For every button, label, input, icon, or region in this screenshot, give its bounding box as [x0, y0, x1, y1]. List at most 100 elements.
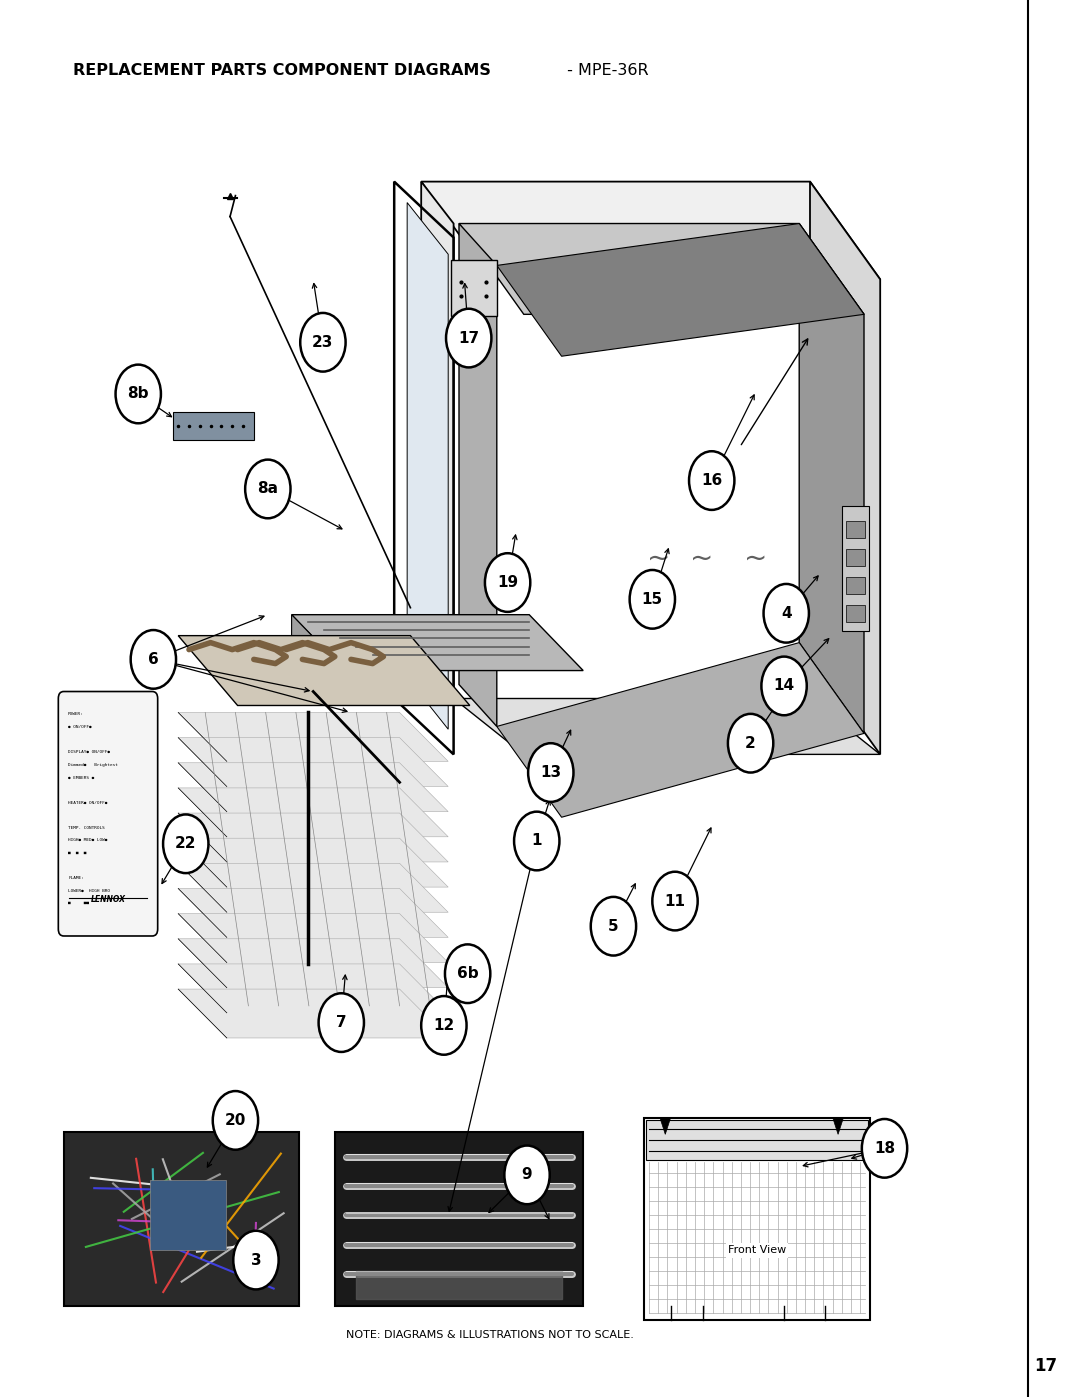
Polygon shape [799, 224, 864, 733]
Polygon shape [178, 738, 448, 787]
Circle shape [761, 657, 807, 715]
Text: 6b: 6b [457, 967, 478, 981]
Circle shape [116, 365, 161, 423]
Polygon shape [178, 989, 448, 1038]
Polygon shape [497, 643, 864, 817]
Polygon shape [178, 964, 448, 1013]
Circle shape [213, 1091, 258, 1150]
Circle shape [485, 553, 530, 612]
Circle shape [728, 714, 773, 773]
Text: 3: 3 [251, 1253, 261, 1267]
Text: 11: 11 [664, 894, 686, 908]
Text: HEATER● ON/OFF●: HEATER● ON/OFF● [68, 800, 107, 805]
Text: 15: 15 [642, 592, 663, 606]
Text: 8b: 8b [127, 387, 149, 401]
Polygon shape [178, 939, 448, 988]
Polygon shape [178, 763, 448, 812]
Polygon shape [421, 182, 454, 698]
Text: POWER:: POWER: [68, 712, 84, 717]
Circle shape [504, 1146, 550, 1204]
Bar [173, 412, 254, 440]
Polygon shape [459, 224, 864, 314]
Circle shape [764, 584, 809, 643]
Circle shape [630, 570, 675, 629]
Bar [335, 1132, 583, 1306]
Polygon shape [454, 698, 880, 754]
Polygon shape [833, 1118, 843, 1134]
Text: 8a: 8a [257, 482, 279, 496]
Text: 17: 17 [1034, 1356, 1057, 1375]
Bar [846, 549, 865, 566]
Circle shape [233, 1231, 279, 1289]
Text: ~: ~ [647, 545, 671, 573]
Text: ● ON/OFF●: ● ON/OFF● [68, 725, 92, 729]
Text: 13: 13 [540, 766, 562, 780]
Polygon shape [178, 636, 470, 705]
Circle shape [245, 460, 291, 518]
Bar [846, 521, 865, 538]
Text: 5: 5 [608, 919, 619, 933]
Text: 20: 20 [225, 1113, 246, 1127]
Circle shape [131, 630, 176, 689]
Text: NOTE: DIAGRAMS & ILLUSTRATIONS NOT TO SCALE.: NOTE: DIAGRAMS & ILLUSTRATIONS NOT TO SC… [346, 1330, 634, 1340]
Polygon shape [459, 224, 497, 726]
FancyBboxPatch shape [58, 692, 158, 936]
Text: TEMP. CONTROLS: TEMP. CONTROLS [68, 826, 105, 830]
Polygon shape [178, 712, 448, 761]
Text: 19: 19 [497, 576, 518, 590]
Circle shape [862, 1119, 907, 1178]
Text: 6: 6 [148, 652, 159, 666]
Text: 9: 9 [522, 1168, 532, 1182]
Text: ■  ■  ■: ■ ■ ■ [68, 851, 86, 855]
Text: 1: 1 [531, 834, 542, 848]
Circle shape [591, 897, 636, 956]
Bar [646, 1120, 868, 1160]
Circle shape [689, 451, 734, 510]
Text: ■     ■■: ■ ■■ [68, 901, 89, 905]
Text: - MPE-36R: - MPE-36R [562, 63, 648, 78]
Circle shape [514, 812, 559, 870]
Text: ● EMBERS ●: ● EMBERS ● [68, 775, 94, 780]
Polygon shape [497, 224, 864, 356]
Polygon shape [178, 788, 448, 837]
Polygon shape [178, 914, 448, 963]
Text: DISPLAY● ON/OFF●: DISPLAY● ON/OFF● [68, 750, 110, 754]
Text: Front View: Front View [728, 1245, 786, 1256]
Polygon shape [178, 813, 448, 862]
Circle shape [652, 872, 698, 930]
Text: 4: 4 [781, 606, 792, 620]
Text: Dimmed●   Brightest: Dimmed● Brightest [68, 763, 118, 767]
Polygon shape [660, 1118, 671, 1134]
Text: 23: 23 [312, 335, 334, 349]
Polygon shape [407, 203, 448, 729]
Circle shape [300, 313, 346, 372]
Polygon shape [292, 615, 346, 692]
Bar [150, 1180, 226, 1250]
Circle shape [446, 309, 491, 367]
Text: 14: 14 [773, 679, 795, 693]
Text: 12: 12 [433, 1018, 455, 1032]
Text: ~: ~ [744, 545, 768, 573]
Circle shape [445, 944, 490, 1003]
Text: 7: 7 [336, 1016, 347, 1030]
Text: ~: ~ [690, 545, 714, 573]
Text: LENNOX: LENNOX [91, 895, 125, 904]
Text: 22: 22 [175, 837, 197, 851]
Bar [842, 506, 869, 631]
Text: FLAME:: FLAME: [68, 876, 84, 880]
Polygon shape [178, 888, 448, 937]
Bar [846, 577, 865, 594]
Text: HIGH● MED● LOW●: HIGH● MED● LOW● [68, 838, 107, 842]
Bar [64, 1132, 299, 1306]
Text: 17: 17 [458, 331, 480, 345]
Text: 16: 16 [701, 474, 723, 488]
Circle shape [421, 996, 467, 1055]
Polygon shape [178, 838, 448, 887]
Text: REPLACEMENT PARTS COMPONENT DIAGRAMS: REPLACEMENT PARTS COMPONENT DIAGRAMS [73, 63, 491, 78]
Circle shape [528, 743, 573, 802]
Bar [846, 605, 865, 622]
Bar [644, 1118, 870, 1320]
Circle shape [319, 993, 364, 1052]
Text: 18: 18 [874, 1141, 895, 1155]
Polygon shape [292, 615, 583, 671]
